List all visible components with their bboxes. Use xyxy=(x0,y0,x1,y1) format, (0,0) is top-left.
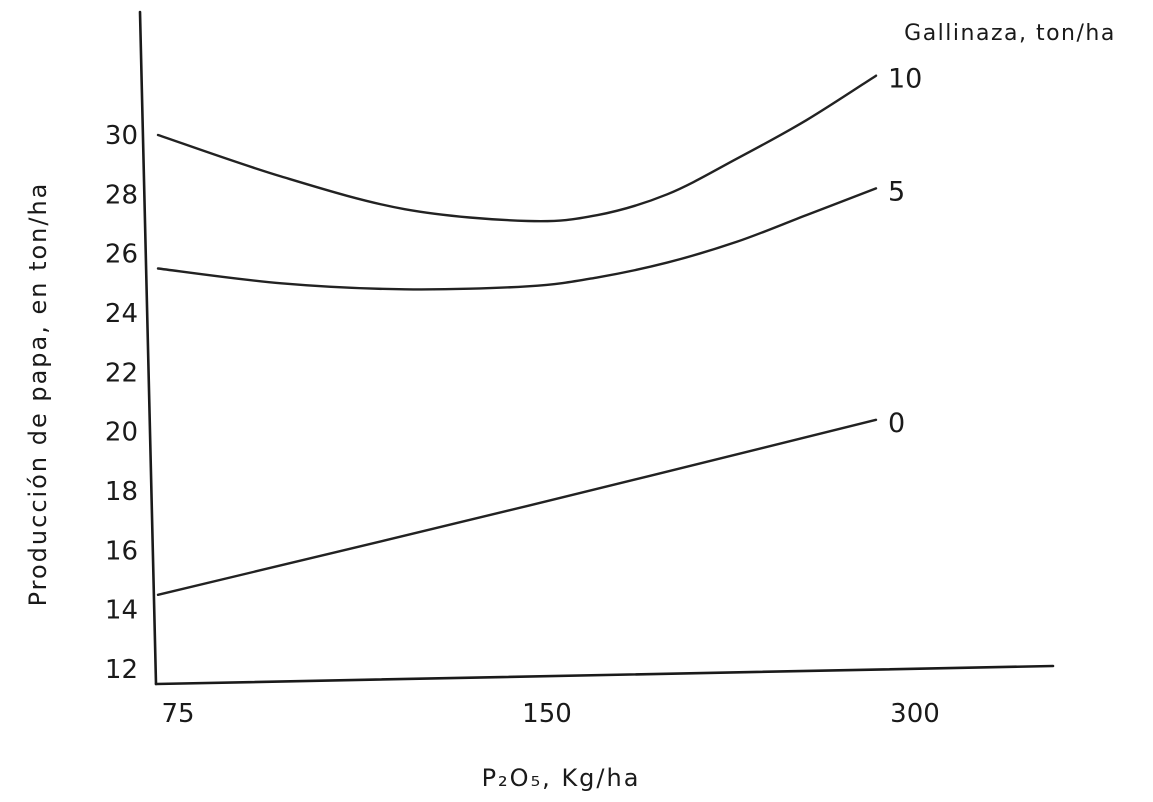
axes xyxy=(138,10,1055,686)
y-tick-label: 14 xyxy=(105,596,138,626)
y-axis-title: Producción de papa, en ton/ha xyxy=(24,182,52,607)
y-tick-label: 24 xyxy=(105,299,138,329)
x-axis-line xyxy=(154,664,1055,686)
x-tick-label: 75 xyxy=(161,699,194,729)
x-tick-label: 150 xyxy=(522,699,572,729)
x-tick-labels: 75 150 300 xyxy=(161,699,939,729)
y-tick-labels: 12 14 16 18 20 22 24 26 28 30 xyxy=(105,121,138,685)
series-label-5: 5 xyxy=(888,176,905,207)
series-labels: 10 5 0 xyxy=(888,64,922,439)
series-layer xyxy=(156,74,878,596)
legend-title: Gallinaza, ton/ha xyxy=(904,21,1116,46)
series-line-0 xyxy=(156,418,878,596)
y-axis-line xyxy=(138,10,158,686)
y-tick-label: 26 xyxy=(105,240,138,270)
y-tick-label: 12 xyxy=(105,655,138,685)
y-tick-label: 22 xyxy=(105,358,138,388)
x-axis-title: P₂O₅, Kg/ha xyxy=(482,764,641,792)
y-tick-label: 28 xyxy=(105,180,138,210)
series-label-0: 0 xyxy=(888,408,905,439)
series-line-10 xyxy=(156,74,878,223)
x-tick-label: 300 xyxy=(890,699,940,729)
series-label-10: 10 xyxy=(888,64,922,95)
y-tick-label: 20 xyxy=(105,418,138,448)
y-tick-label: 18 xyxy=(105,477,138,507)
y-tick-label: 16 xyxy=(105,536,138,566)
y-tick-label: 30 xyxy=(105,121,138,151)
series-line-5 xyxy=(156,187,878,291)
